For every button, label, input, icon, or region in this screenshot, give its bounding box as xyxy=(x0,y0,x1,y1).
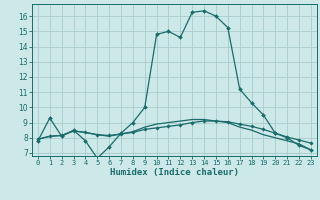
X-axis label: Humidex (Indice chaleur): Humidex (Indice chaleur) xyxy=(110,168,239,177)
